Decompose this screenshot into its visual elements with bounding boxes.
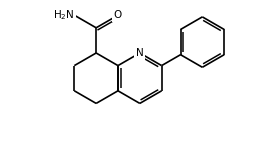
Text: H$_2$N: H$_2$N — [53, 8, 74, 22]
Text: O: O — [114, 10, 122, 20]
Text: N: N — [136, 48, 144, 58]
